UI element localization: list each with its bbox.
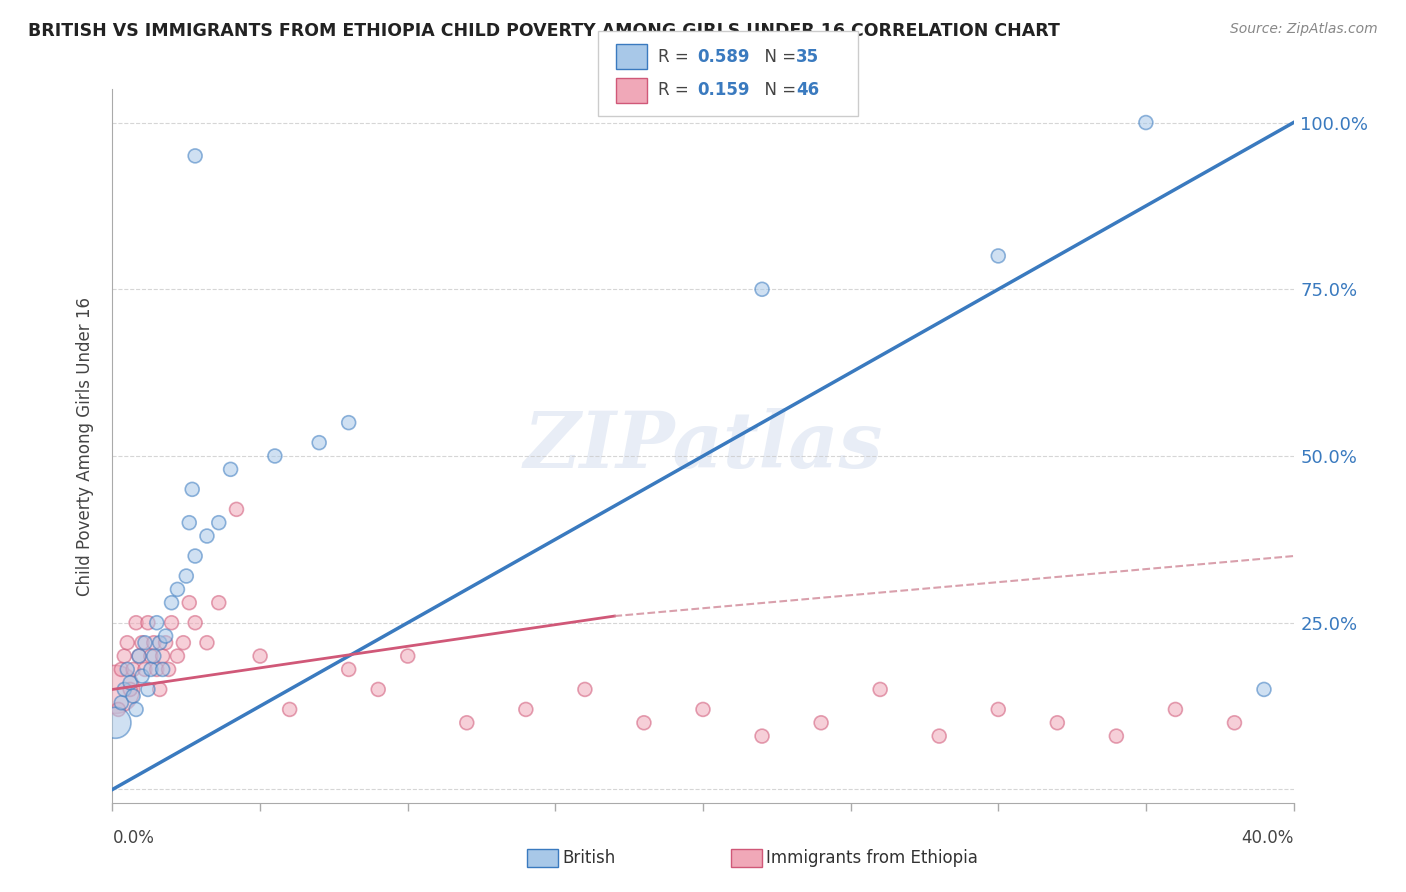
Text: Immigrants from Ethiopia: Immigrants from Ethiopia [766,849,979,867]
Point [219,462,242,476]
Point [225,502,247,516]
Point [987,249,1010,263]
Text: 35: 35 [796,48,818,66]
Point [195,636,218,650]
Point [179,516,201,530]
Text: 46: 46 [796,81,818,99]
Point [134,636,156,650]
Point [125,702,148,716]
Point [166,582,188,597]
Point [264,449,287,463]
Point [122,662,145,676]
Point [751,282,773,296]
Point [110,662,132,676]
Point [869,682,891,697]
Point [1046,715,1069,730]
Point [396,649,419,664]
Point [136,682,159,697]
Point [107,702,129,716]
Point [1135,115,1157,129]
Point [184,549,207,563]
Point [146,662,169,676]
Point [692,702,714,716]
Point [104,715,127,730]
Point [208,596,231,610]
Point [128,649,150,664]
Point [112,649,135,664]
Point [810,715,832,730]
Point [142,636,165,650]
Point [146,615,169,630]
Point [128,649,150,664]
Point [184,149,207,163]
Point [149,682,172,697]
Point [249,649,271,664]
Point [131,669,153,683]
Point [308,435,330,450]
Point [1105,729,1128,743]
Point [574,682,596,697]
Point [155,636,177,650]
Point [174,569,197,583]
Point [195,529,218,543]
Text: R =: R = [658,48,695,66]
Point [208,516,231,530]
Point [1253,682,1275,697]
Text: BRITISH VS IMMIGRANTS FROM ETHIOPIA CHILD POVERTY AMONG GIRLS UNDER 16 CORRELATI: BRITISH VS IMMIGRANTS FROM ETHIOPIA CHIL… [28,22,1060,40]
Point [112,682,135,697]
Point [117,662,138,676]
Point [278,702,301,716]
Point [142,649,165,664]
Point [166,649,188,664]
Point [515,702,537,716]
Point [633,715,655,730]
Point [110,696,132,710]
Point [181,483,204,497]
Text: N =: N = [754,81,801,99]
Point [987,702,1010,716]
Point [456,715,478,730]
Point [172,636,194,650]
Text: 40.0%: 40.0% [1241,830,1294,847]
Point [160,615,183,630]
Point [136,615,159,630]
Point [120,675,142,690]
Point [337,662,360,676]
Point [120,682,142,697]
Point [157,662,180,676]
Point [179,596,201,610]
Point [104,682,127,697]
Point [184,615,207,630]
Text: Source: ZipAtlas.com: Source: ZipAtlas.com [1230,22,1378,37]
Point [367,682,389,697]
Point [152,649,174,664]
Point [1164,702,1187,716]
Text: 0.159: 0.159 [697,81,749,99]
Text: N =: N = [754,48,801,66]
Point [928,729,950,743]
Point [149,636,172,650]
Text: 0.0%: 0.0% [112,830,155,847]
Point [117,636,138,650]
Y-axis label: Child Poverty Among Girls Under 16: Child Poverty Among Girls Under 16 [76,296,94,596]
Point [139,649,162,664]
Point [337,416,360,430]
Point [131,636,153,650]
Text: British: British [562,849,616,867]
Point [751,729,773,743]
Point [134,662,156,676]
Text: R =: R = [658,81,695,99]
Text: ZIPatlas: ZIPatlas [523,408,883,484]
Point [155,629,177,643]
Point [139,662,162,676]
Point [125,615,148,630]
Point [152,662,174,676]
Point [122,689,145,703]
Point [160,596,183,610]
Text: 0.589: 0.589 [697,48,749,66]
Point [1223,715,1246,730]
